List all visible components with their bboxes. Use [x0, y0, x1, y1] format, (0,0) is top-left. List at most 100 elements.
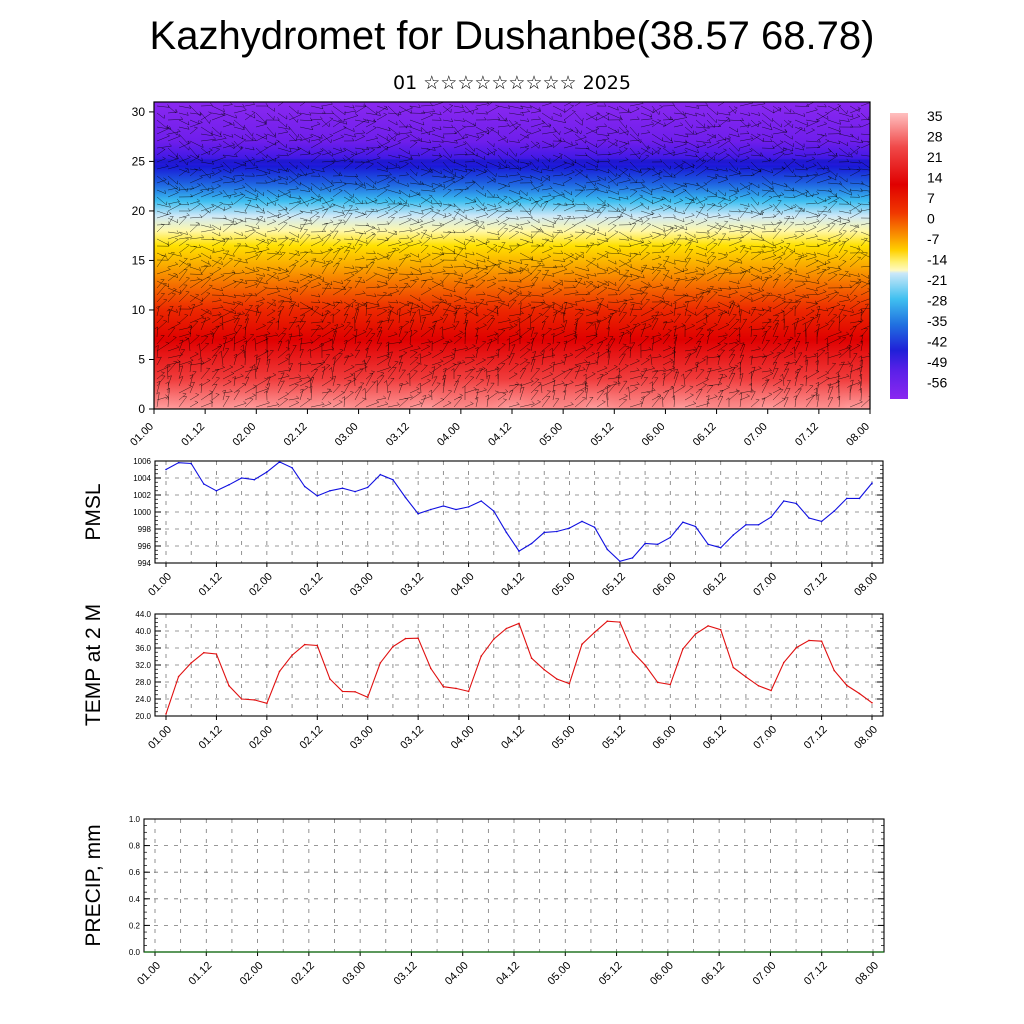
- temp-data-point: [505, 627, 508, 630]
- colorbar-label: -49: [927, 354, 947, 370]
- pmsl-data-point: [669, 536, 672, 539]
- temp-data-point: [228, 685, 230, 687]
- temp-data-point: [719, 628, 722, 631]
- pmsl-data-point: [303, 485, 306, 488]
- x-tick-label: 02.00: [247, 571, 275, 599]
- x-tick-label: 01.12: [186, 960, 214, 988]
- temp-data-point: [341, 690, 344, 693]
- temp-data-point: [240, 698, 243, 700]
- temp-data-point: [745, 676, 747, 678]
- pmsl-data-point: [467, 506, 470, 508]
- temp-data-point: [669, 683, 672, 686]
- x-tick-label: 03.12: [398, 724, 426, 752]
- colorbar-label: 21: [927, 149, 943, 165]
- y-tick-label: 1006: [133, 457, 151, 466]
- temp-data-point: [593, 631, 596, 634]
- pmsl-data-point: [278, 461, 281, 463]
- temp-data-point: [871, 702, 873, 704]
- x-tick-label: 02.00: [247, 724, 275, 752]
- y-tick-label: 0: [138, 402, 145, 416]
- pmsl-data-point: [165, 468, 167, 471]
- pmsl-data-point: [543, 531, 545, 534]
- x-tick-label: 01.12: [179, 421, 207, 449]
- y-tick-label: 40.0: [135, 627, 151, 636]
- temp-data-point: [518, 622, 520, 625]
- x-tick-label: 02.00: [238, 960, 266, 988]
- x-tick-label: 06.12: [699, 960, 727, 988]
- pmsl-data-point: [745, 524, 747, 526]
- wind-barbs: [154, 102, 870, 408]
- y-tick-label: 30: [132, 105, 146, 119]
- temp-grid: [155, 613, 883, 717]
- x-tick-label: 05.00: [550, 571, 578, 599]
- y-tick-label: 24.0: [135, 695, 151, 704]
- x-tick-label: 04.00: [449, 724, 477, 752]
- pmsl-data-point: [366, 486, 369, 489]
- x-tick-label: 08.00: [844, 421, 872, 449]
- x-tick-label: 04.12: [494, 960, 522, 988]
- temp-data-point: [455, 687, 457, 690]
- x-tick-label: 03.12: [384, 421, 412, 449]
- pmsl-data-point: [757, 524, 760, 526]
- temp-data-point: [656, 681, 659, 684]
- pmsl-data-point: [732, 534, 735, 536]
- temp-data-point: [682, 648, 684, 650]
- pmsl-data-point: [316, 495, 319, 497]
- pmsl-data-point: [480, 500, 483, 502]
- x-tick-label: 04.12: [499, 571, 527, 599]
- x-tick-label: 04.12: [499, 724, 527, 752]
- x-tick-label: 08.00: [852, 724, 880, 752]
- y-tick-label: 996: [138, 542, 152, 551]
- x-tick-label: 06.00: [640, 421, 668, 449]
- pmsl-data-point: [820, 520, 823, 523]
- x-tick-label: 05.12: [600, 571, 628, 599]
- temp-panel: 20.0 24.0 28.0 32.0 36.0 40.0 44.0 01.00 01.12 02…: [82, 604, 884, 752]
- y-tick-label: 10: [132, 303, 146, 317]
- y-tick-label: 0.8: [129, 842, 141, 851]
- x-tick-label: 05.12: [588, 421, 616, 449]
- temp-ylabel: TEMP at 2 M: [82, 604, 105, 726]
- pmsl-data-point: [505, 531, 508, 534]
- pmsl-data-point: [707, 543, 709, 546]
- warm-bubble: [513, 274, 592, 409]
- x-tick-label: 01.00: [128, 421, 156, 449]
- temp-data-point: [278, 670, 281, 673]
- pmsl-data-point: [228, 484, 230, 486]
- chart-title: Kazhydromet for Dushanbe(38.57 68.78): [149, 14, 875, 58]
- heatmap-y-axis: 0 5 10 15 20 25 30: [132, 105, 154, 416]
- y-tick-label: 0.4: [129, 895, 141, 904]
- x-tick-label: 06.12: [701, 724, 729, 752]
- y-tick-label: 20: [132, 204, 146, 218]
- colorbar-label: 35: [927, 108, 943, 124]
- temp-data-point: [707, 625, 709, 627]
- temp-data-point: [467, 690, 470, 693]
- colorbar-gradient: [890, 113, 908, 399]
- colorbar-label: -28: [927, 293, 947, 309]
- temp-data-point: [316, 644, 319, 647]
- x-tick-label: 07.00: [751, 724, 779, 752]
- temp-data-point: [165, 713, 167, 715]
- x-tick-label: 03.00: [348, 724, 376, 752]
- pmsl-data-point: [354, 490, 356, 493]
- temp-data-point: [820, 640, 823, 642]
- temp-data-point: [417, 637, 419, 639]
- pmsl-data-point: [203, 483, 205, 485]
- x-tick-label: 04.00: [449, 571, 477, 599]
- x-tick-label: 03.00: [340, 960, 368, 988]
- x-tick-label: 07.12: [793, 421, 821, 449]
- temp-data-point: [808, 639, 810, 642]
- pmsl-data-point: [846, 497, 848, 500]
- pmsl-data-point: [518, 550, 520, 552]
- temp-data-point: [846, 684, 848, 687]
- colorbar-label: -42: [927, 334, 947, 350]
- x-tick-label: 02.12: [297, 571, 325, 599]
- y-tick-label: 1004: [133, 474, 151, 483]
- pmsl-data-point: [190, 462, 192, 465]
- temp-data-point: [354, 691, 356, 693]
- chart-subtitle: 01 ☆☆☆☆☆☆☆☆☆ 2025: [393, 72, 631, 94]
- temp-data-point: [530, 657, 533, 659]
- temp-data-point: [606, 620, 609, 622]
- y-tick-label: 5: [138, 352, 145, 366]
- pmsl-data-point: [379, 473, 382, 476]
- x-tick-label: 05.00: [537, 421, 565, 449]
